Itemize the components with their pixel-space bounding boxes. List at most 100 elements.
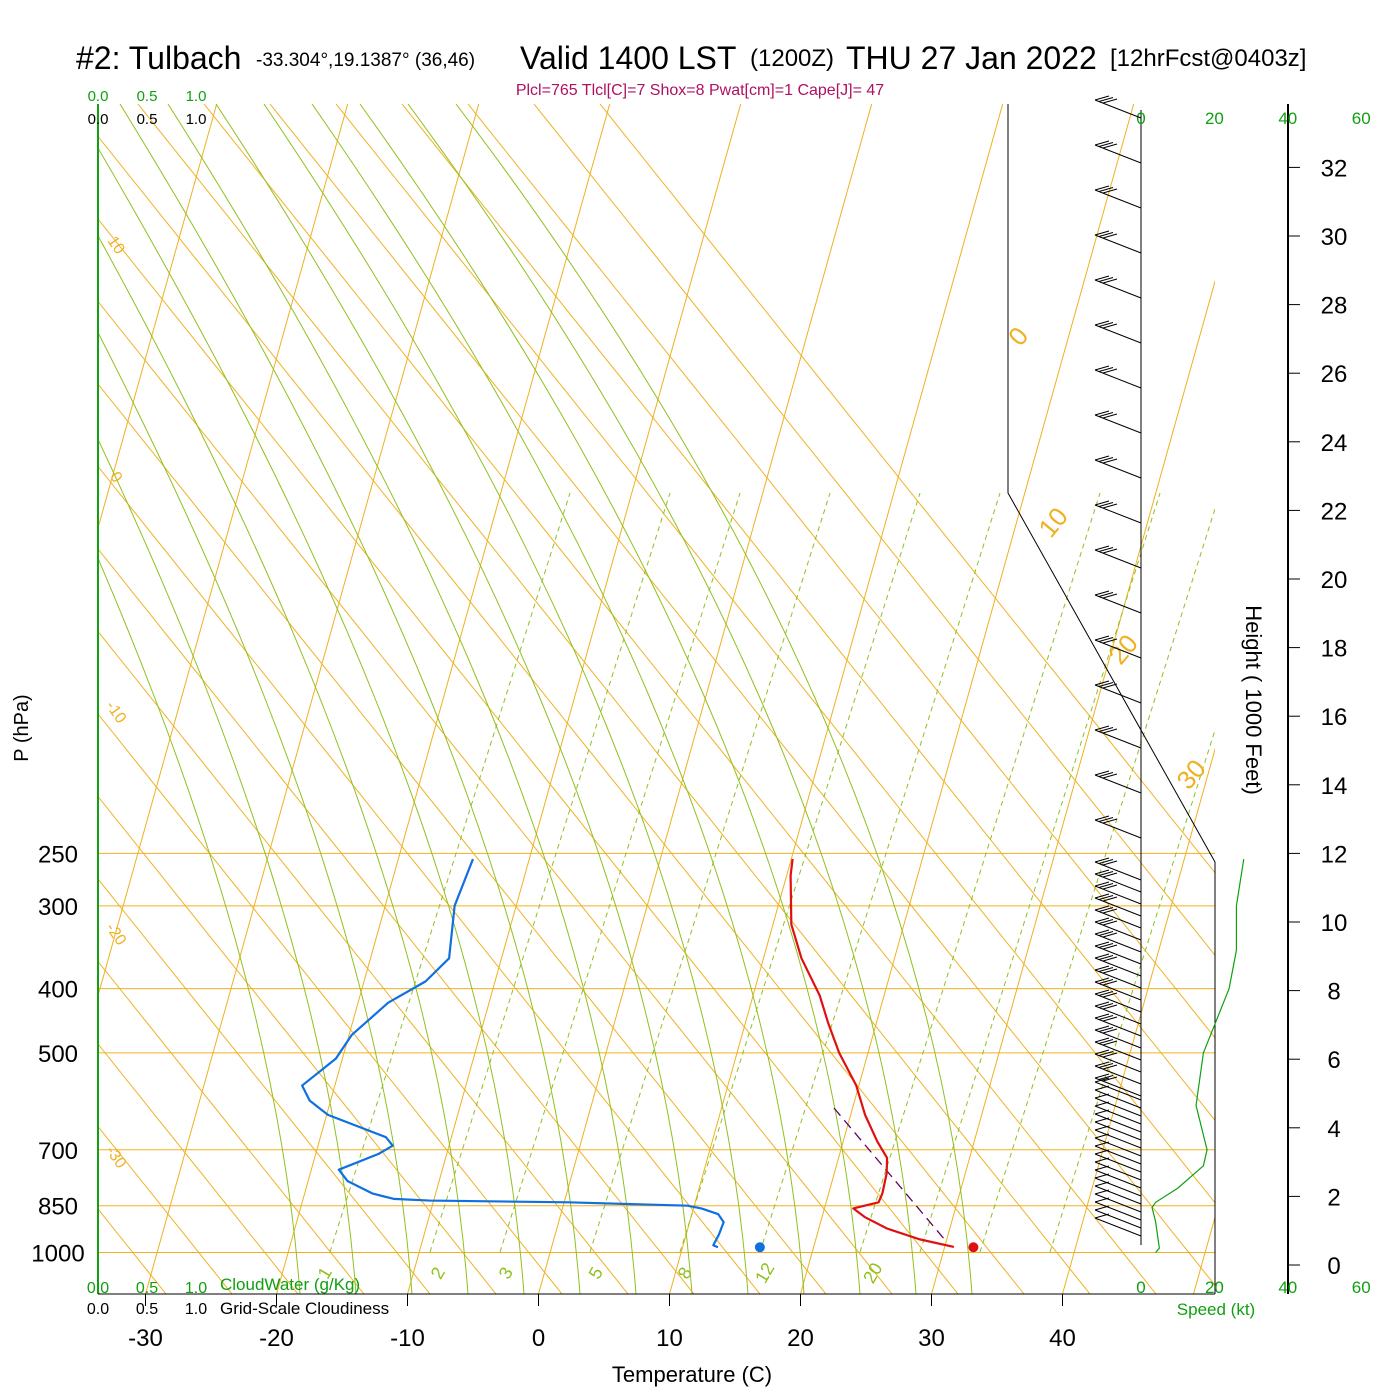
wind-barb-flag xyxy=(1102,1052,1118,1058)
wind-barb-flag xyxy=(1098,1039,1114,1044)
mixing-ratio-label: 2 xyxy=(427,1264,449,1283)
wind-panel-border xyxy=(1007,104,1216,1294)
wind-barb xyxy=(1094,857,1142,881)
wind-barb-flag xyxy=(1098,979,1114,984)
wind-barb xyxy=(1094,1013,1142,1037)
wind-barb-staff xyxy=(1094,981,1142,1001)
cloudwater-tick-bottom: 0.5 xyxy=(136,1280,158,1297)
height-tick-label: 28 xyxy=(1321,293,1348,320)
x-tick-label: 40 xyxy=(1049,1325,1076,1352)
wind-barb-flag xyxy=(1098,1027,1114,1032)
wind-barb-flag xyxy=(1094,1061,1110,1067)
dry-adiabat-line xyxy=(98,548,695,1294)
dry-adiabat-line xyxy=(203,104,1157,1294)
wind-barb xyxy=(1094,1133,1142,1157)
wind-barb-flag xyxy=(1102,233,1118,239)
moist-adiabat-line xyxy=(215,104,693,1294)
dry-adiabat-line xyxy=(98,135,1025,1294)
dry-adiabat-line xyxy=(599,104,1215,874)
wind-barb-flag xyxy=(1102,773,1118,779)
mixing-ratio-label: 3 xyxy=(495,1264,517,1283)
wind-barb-flag xyxy=(1094,1125,1110,1131)
isotherm-label-right: 0 xyxy=(1002,321,1034,351)
dry-adiabat-line xyxy=(98,713,563,1294)
wind-barb-flag xyxy=(1098,1063,1114,1068)
isotherm-line xyxy=(276,104,611,1294)
mixing-ratio-line xyxy=(499,492,741,1253)
wind-barb-flag xyxy=(1094,1133,1110,1139)
wind-barb-flag xyxy=(1098,991,1114,996)
isotherm-line xyxy=(98,104,349,998)
wind-barb-staff xyxy=(1094,549,1142,569)
cloudwater-tick-bottom: 0.0 xyxy=(87,1280,109,1297)
moist-adiabat-line xyxy=(98,331,413,1294)
wind-barb xyxy=(1094,1073,1142,1097)
wind-barb-flag xyxy=(1094,1181,1110,1187)
wind-barb-staff xyxy=(1094,969,1142,989)
wind-barb-flag xyxy=(1094,725,1110,731)
wind-barb xyxy=(1094,1173,1142,1197)
wind-barb xyxy=(1094,410,1142,434)
wind-barb-flag xyxy=(1098,592,1114,597)
speed-tick-bottom: 20 xyxy=(1205,1278,1224,1297)
wind-barb-flag xyxy=(1094,893,1110,899)
parcel-trace xyxy=(833,1107,946,1241)
wind-barb-flag xyxy=(1098,637,1114,642)
speed-tick-bottom: 60 xyxy=(1352,1278,1371,1297)
wind-barb-flag xyxy=(1094,1049,1110,1055)
isotherm-label-left: -20 xyxy=(102,920,129,949)
wind-barb-flag xyxy=(1102,992,1118,998)
wind-barb-flag xyxy=(1098,232,1114,237)
station-title: #2: Tulbach xyxy=(76,40,242,76)
chart-grid xyxy=(98,104,1215,1294)
cloudwater-tick-top: 0.0 xyxy=(88,88,109,105)
dry-adiabat-line xyxy=(98,960,365,1294)
wind-barb-flag xyxy=(1094,230,1110,236)
height-tick-label: 0 xyxy=(1327,1253,1340,1280)
wind-barb-flag xyxy=(1094,953,1110,959)
wind-barb xyxy=(1094,1109,1142,1133)
mixing-ratio-line xyxy=(859,492,1101,1253)
wind-barb-staff xyxy=(1094,1065,1142,1085)
moist-adiabat-line xyxy=(98,234,469,1294)
wind-barb-flag xyxy=(1102,683,1118,689)
dry-adiabat-line xyxy=(98,1043,299,1294)
wind-barb-staff xyxy=(1094,189,1142,209)
wind-barb-flag xyxy=(1098,412,1114,417)
wind-barb-flag xyxy=(1094,1093,1110,1099)
dry-adiabat-line xyxy=(467,104,1215,1039)
wind-barb-staff xyxy=(1094,414,1142,434)
speed-tick-top: 60 xyxy=(1352,109,1371,128)
chart-frame xyxy=(97,104,1289,1295)
wind-barb xyxy=(1094,1181,1142,1205)
wind-barb xyxy=(1094,1213,1142,1237)
wind-barb-staff xyxy=(1094,957,1142,977)
height-tick-label: 4 xyxy=(1327,1116,1340,1143)
wind-barb-flag xyxy=(1094,857,1110,863)
wind-barb-flag xyxy=(1094,815,1110,821)
wind-barb-flag xyxy=(1102,884,1118,890)
isotherm-line xyxy=(931,279,1215,1294)
wind-barb-flag xyxy=(1098,187,1114,192)
dry-adiabat-line xyxy=(269,104,1215,1287)
wind-barb xyxy=(1094,1125,1142,1149)
wind-barb-flag xyxy=(1094,1141,1110,1147)
wind-barb xyxy=(1094,965,1142,989)
isotherm-label-left: 10 xyxy=(104,233,128,257)
wind-barb xyxy=(1094,455,1142,479)
wind-barb-flag xyxy=(1102,1076,1118,1082)
wind-barb-flag xyxy=(1094,365,1110,371)
pressure-tick-label: 850 xyxy=(38,1194,78,1221)
wind-barb-flag xyxy=(1102,1064,1118,1070)
wind-barb-staff xyxy=(1094,504,1142,524)
wind-barb xyxy=(1094,941,1142,965)
wind-barb-flag xyxy=(1102,413,1118,419)
wind-barb xyxy=(1094,230,1142,254)
wind-barb-flag xyxy=(1098,817,1114,822)
mixing-ratio-line xyxy=(919,492,1161,1253)
height-tick-label: 6 xyxy=(1327,1047,1340,1074)
wind-barb-flag xyxy=(1098,883,1114,888)
wind-barb-staff xyxy=(1094,909,1142,929)
isotherm-label-right: 20 xyxy=(1102,628,1144,669)
wind-barb-flag xyxy=(1094,185,1110,191)
